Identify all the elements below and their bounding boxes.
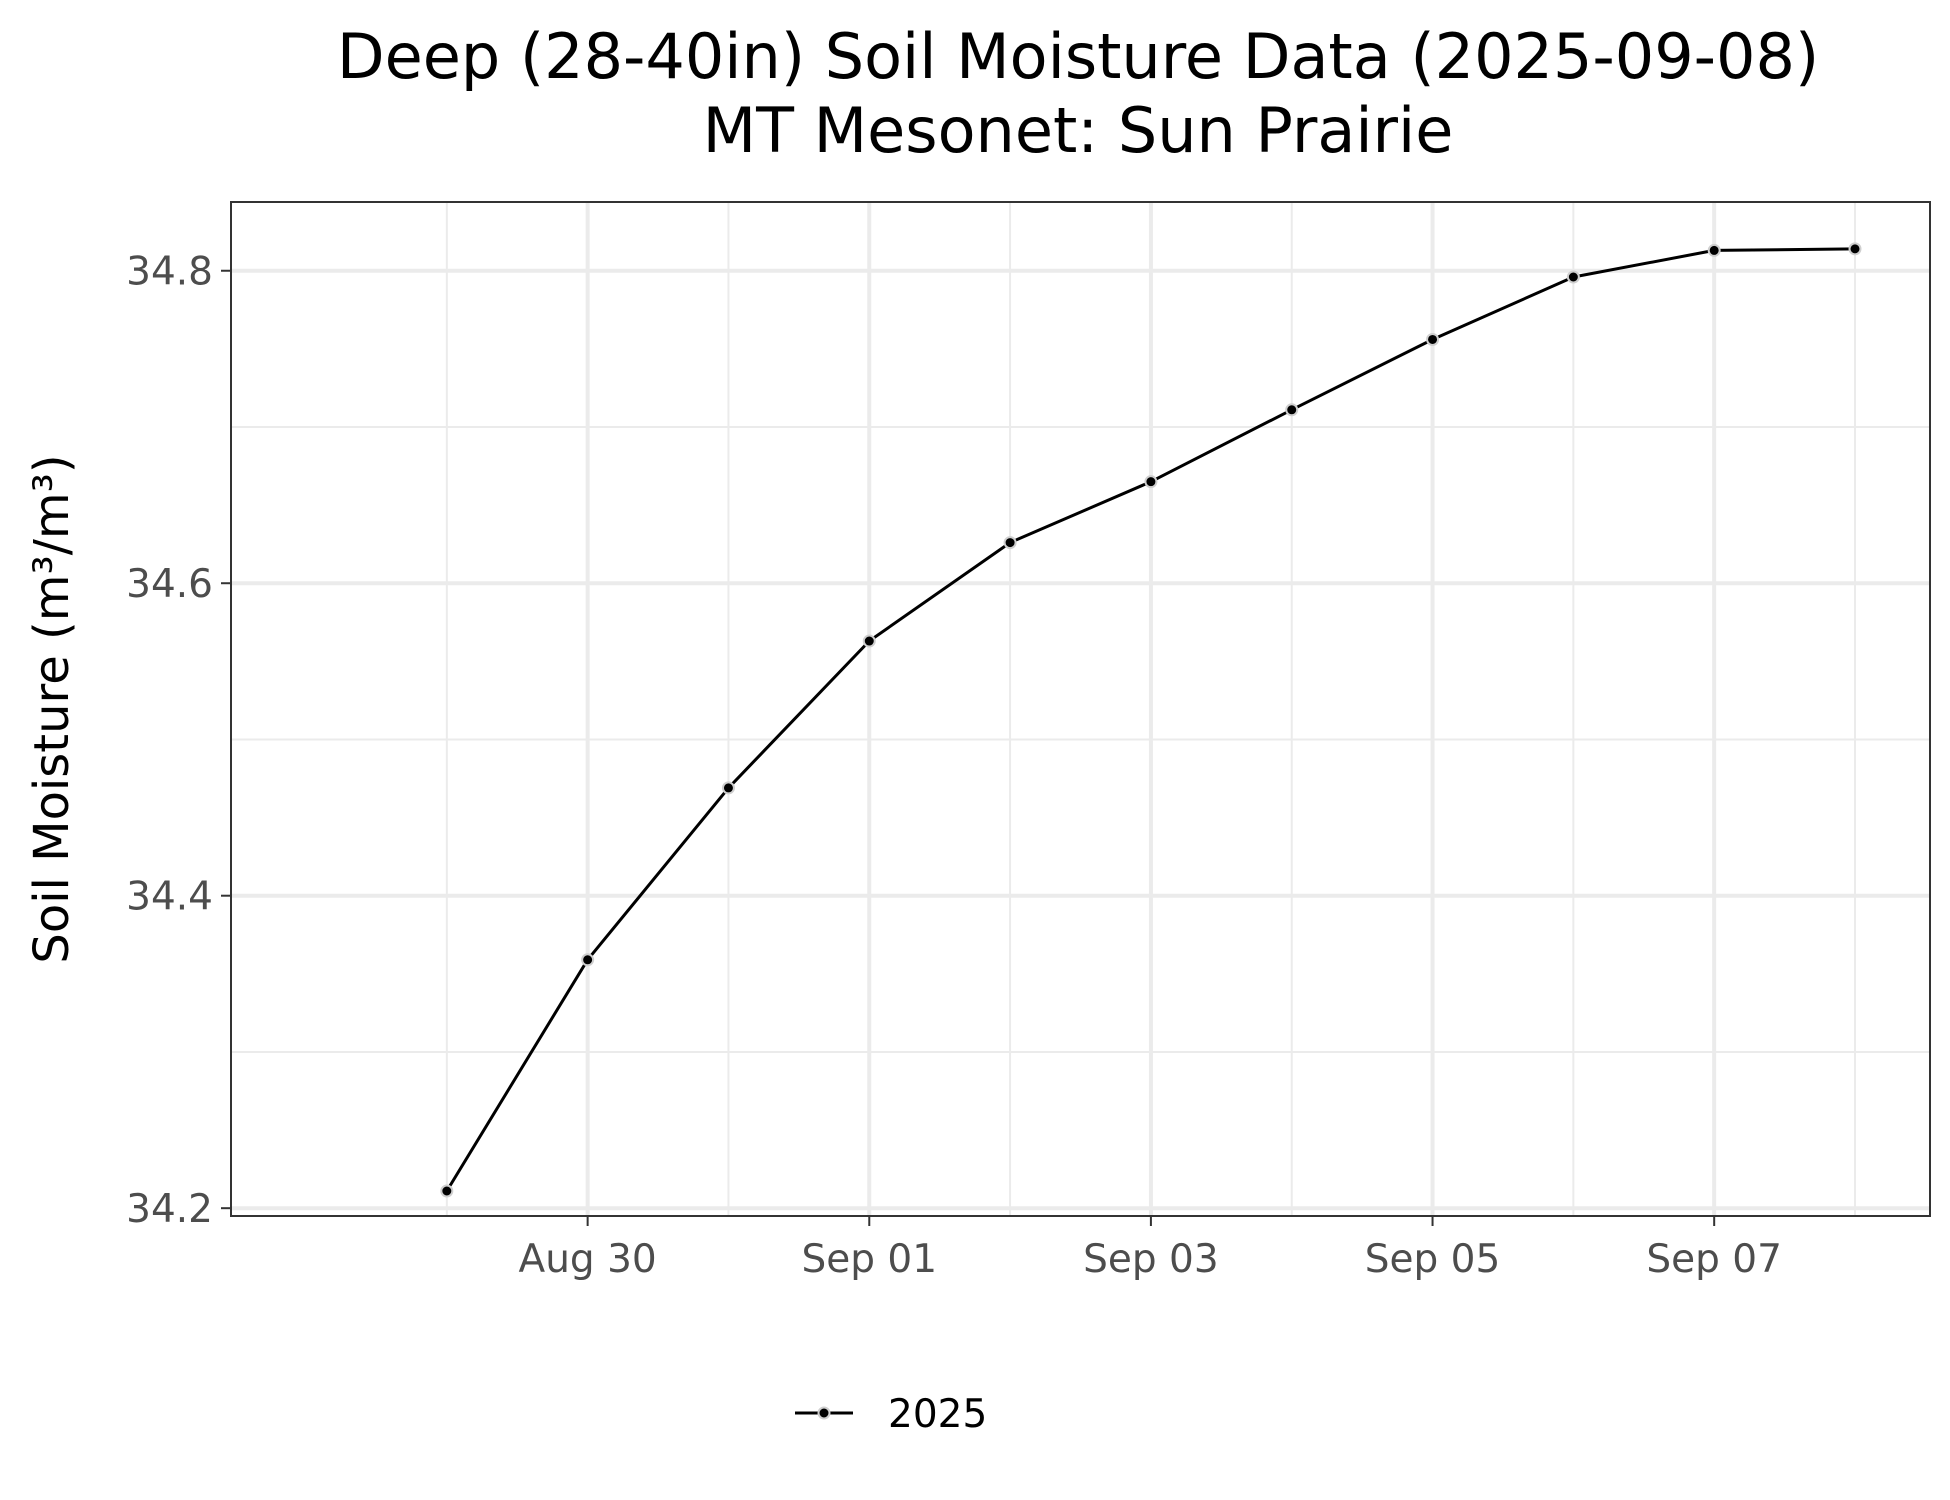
x-tick-label: Sep 01 <box>802 1237 938 1282</box>
plot-panel-border <box>230 201 1931 1217</box>
y-axis-title: Soil Moisture (m³/m³) <box>24 454 80 963</box>
data-point <box>1144 475 1158 489</box>
legend-label-2025: 2025 <box>888 1392 987 1437</box>
chart-subtitle: MT Mesonet: Sun Prairie <box>703 94 1454 167</box>
data-point <box>1426 332 1440 346</box>
chart-title: Deep (28-40in) Soil Moisture Data (2025-… <box>337 20 1819 93</box>
legend: 2025 <box>795 1392 987 1437</box>
x-tick-label: Sep 07 <box>1646 1237 1782 1282</box>
y-tick-label: 34.2 <box>126 1187 213 1232</box>
y-tick-label: 34.8 <box>126 250 213 295</box>
legend-point-key <box>817 1406 831 1420</box>
x-tick-label: Sep 05 <box>1365 1237 1501 1282</box>
y-tick-label: 34.4 <box>126 875 213 920</box>
axes: 34.2 34.4 34.6 34.8 Aug 30 Sep 01 Sep 03 Sep 05… <box>126 250 1782 1282</box>
data-point <box>1848 242 1862 256</box>
data-point <box>581 953 595 967</box>
data-point <box>862 634 876 648</box>
x-tick-label: Aug 30 <box>519 1237 657 1282</box>
data-point <box>1707 243 1721 257</box>
series-2025-group <box>440 242 1862 1198</box>
x-tick-label: Sep 03 <box>1083 1237 1219 1282</box>
data-point <box>1566 270 1580 284</box>
grid-lines <box>231 202 1930 1216</box>
data-point <box>1285 403 1299 417</box>
data-point <box>721 781 735 795</box>
data-point <box>1003 536 1017 550</box>
y-tick-label: 34.6 <box>126 562 213 607</box>
data-point <box>440 1184 454 1198</box>
